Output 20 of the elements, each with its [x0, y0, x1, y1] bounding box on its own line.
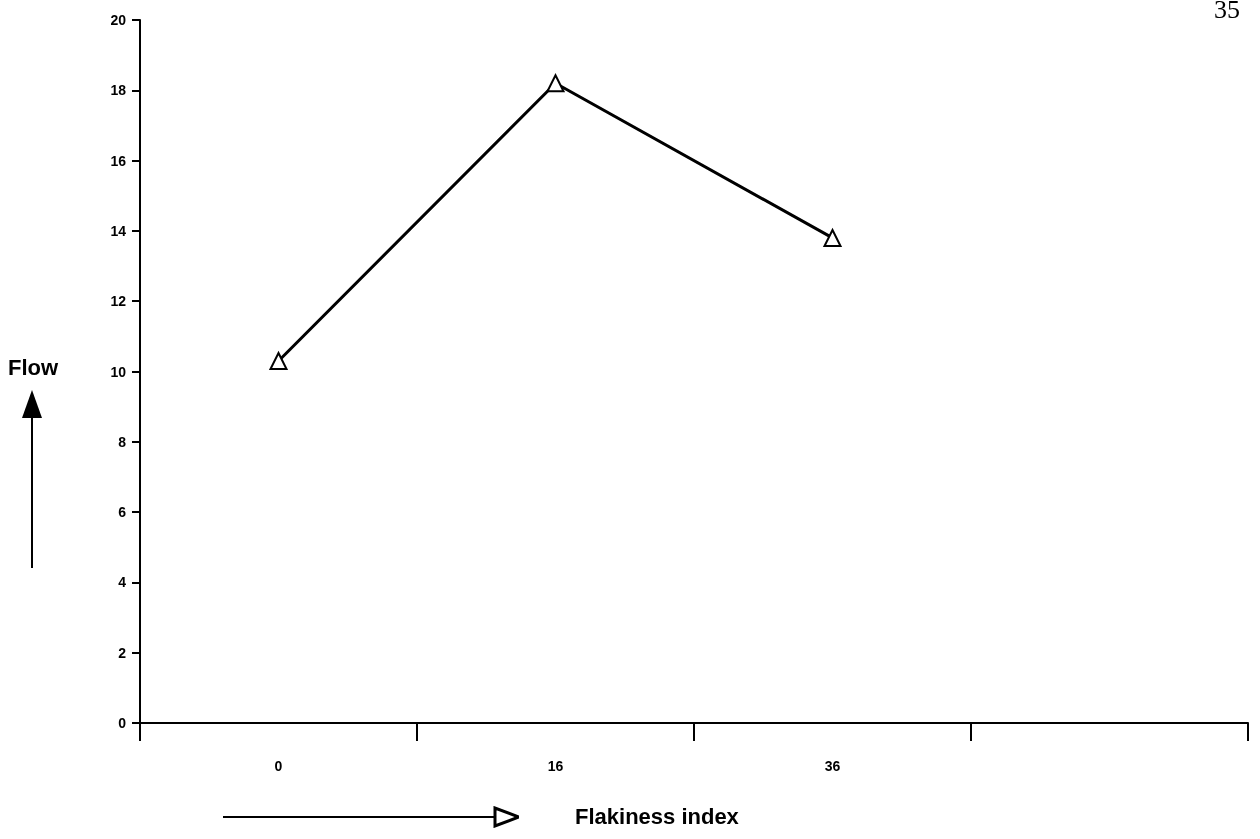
y-tick-label: 12 — [110, 293, 127, 310]
y-tick-label: 10 — [110, 363, 127, 380]
y-tick-label: 0 — [118, 715, 127, 731]
x-tick-label: 16 — [547, 758, 564, 774]
y-tick-label: 20 — [110, 12, 127, 28]
y-tick-label: 2 — [118, 644, 127, 661]
x-axis-title: Flakiness index — [575, 803, 740, 829]
y-tick-label: 6 — [118, 504, 127, 521]
point — [269, 351, 288, 370]
y-axis-title: Flow — [8, 354, 59, 380]
y-tick-label: 16 — [110, 152, 127, 169]
point — [546, 74, 565, 93]
x-tick-label: 36 — [824, 758, 841, 774]
y-tick-label: 14 — [110, 222, 127, 239]
x-tick-label: 0 — [274, 758, 283, 774]
y-tick-label: 4 — [118, 574, 127, 591]
y-tick-label: 8 — [118, 433, 127, 450]
y-tick-label: 18 — [110, 82, 127, 99]
point — [823, 228, 842, 247]
annotation: 35 — [1214, 0, 1240, 24]
